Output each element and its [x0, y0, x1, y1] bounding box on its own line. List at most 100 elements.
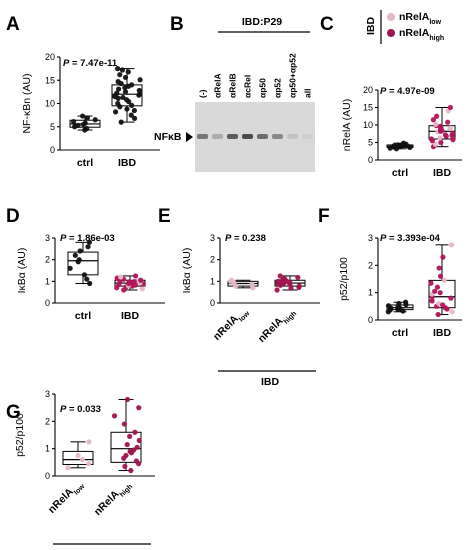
data-point [448, 242, 455, 248]
x-category-label: nRelAlow [46, 477, 86, 517]
data-point [440, 302, 446, 308]
data-point [281, 276, 288, 282]
series-0 [227, 277, 259, 291]
data-point [111, 413, 118, 419]
data-point [82, 120, 88, 126]
y-tick-label: 5 [368, 138, 373, 148]
data-point [72, 252, 78, 258]
blot-band [302, 134, 313, 139]
data-point [128, 112, 134, 118]
panel-a: A 0 5 10 15 20 NF-κBn (AU) P = 7.47e-11 ctrl IBD [6, 14, 160, 169]
legend-label: nRelAhigh [399, 27, 444, 42]
data-point [296, 283, 302, 289]
data-point [229, 277, 235, 283]
data-point [128, 467, 134, 474]
data-point [385, 303, 392, 309]
data-point [434, 113, 440, 119]
data-point [139, 286, 145, 292]
y-tick-label: 0 [45, 298, 50, 308]
data-point [79, 457, 85, 463]
data-point [124, 396, 131, 403]
data-point [85, 244, 91, 250]
x-category-label: nRelAhigh [92, 478, 134, 520]
data-point [75, 452, 81, 459]
p-value-label: P = 4.97e-09 [380, 86, 435, 97]
data-point [76, 257, 82, 263]
data-point [400, 140, 407, 146]
data-point [295, 274, 301, 281]
panel-letter: C [320, 14, 334, 35]
series-0 [67, 239, 99, 287]
data-point [447, 104, 453, 111]
lane-label: all [303, 89, 313, 98]
panel-f: F 0 1 2 3 p52/p100 P = 3.393e-04 ctrl IBD [318, 206, 462, 339]
panel-letter: A [6, 14, 20, 35]
data-point [84, 115, 91, 121]
data-point [122, 74, 129, 81]
data-point [274, 287, 280, 293]
data-point [86, 239, 93, 245]
data-point [65, 465, 71, 471]
y-axis-label: nRelA (AU) [341, 99, 353, 152]
data-point [136, 437, 142, 444]
data-point [122, 463, 128, 470]
legend-label: nRelAlow [399, 11, 442, 26]
y-tick-label: 2 [45, 416, 50, 426]
y-tick-label: 1 [368, 288, 373, 298]
y-tick-label: 2 [45, 255, 50, 265]
data-point [434, 284, 441, 290]
data-point [395, 142, 401, 148]
data-point [81, 272, 88, 278]
lane-label: αcRel [243, 75, 253, 98]
data-point [127, 433, 133, 439]
lane-label: αp50 [258, 78, 268, 98]
p-value-label: P = 7.47e-11 [63, 58, 118, 69]
panel-d: D 0 1 2 3 IκBα (AU) P = 1.86e-03 ctrl IBD [6, 206, 165, 322]
y-tick-label: 2 [210, 255, 215, 265]
data-point [432, 141, 439, 147]
data-point [118, 274, 124, 280]
y-tick-label: 0 [210, 298, 215, 308]
blot-band [227, 134, 238, 139]
series-0 [69, 113, 101, 133]
y-tick-label: 1 [45, 444, 50, 454]
data-point [288, 285, 294, 291]
data-point [129, 102, 135, 108]
legend-marker [387, 13, 395, 21]
panel-b: B IBD:P29 (-) αRelA αRelB αcRel αp50 αp52 αp50+α… [154, 14, 315, 172]
lane-label: (-) [198, 89, 208, 98]
y-tick-label: 15 [45, 75, 55, 85]
data-point [124, 106, 130, 112]
lane-label: αRelB [228, 73, 238, 98]
panel-letter: D [6, 206, 20, 227]
data-point [430, 117, 436, 123]
data-point [433, 121, 439, 127]
data-point [435, 311, 441, 318]
data-point [87, 280, 93, 287]
band-label: NFκB [154, 131, 182, 143]
y-tick-label: 10 [45, 99, 55, 109]
data-point [77, 248, 83, 254]
data-point [136, 87, 142, 94]
data-point [71, 119, 77, 125]
y-tick-label: 0 [368, 315, 373, 325]
data-point [436, 301, 442, 307]
blot-title: IBD:P29 [242, 16, 282, 28]
y-tick-label: 0 [368, 155, 373, 165]
data-point [440, 254, 446, 260]
data-point [119, 67, 126, 73]
p-value-label: P = 3.393e-04 [380, 233, 441, 244]
box [110, 431, 142, 463]
y-axis-label: IκBα (AU) [181, 248, 193, 294]
data-point [125, 69, 131, 75]
data-point [79, 113, 86, 119]
box [62, 450, 94, 466]
data-point [448, 295, 454, 301]
data-point [429, 298, 435, 304]
band-arrow-icon [186, 132, 193, 142]
data-point [449, 132, 455, 139]
y-tick-label: 15 [363, 103, 373, 113]
panel-letter: E [158, 206, 171, 227]
lane-label: αp50+αp52 [288, 53, 298, 98]
